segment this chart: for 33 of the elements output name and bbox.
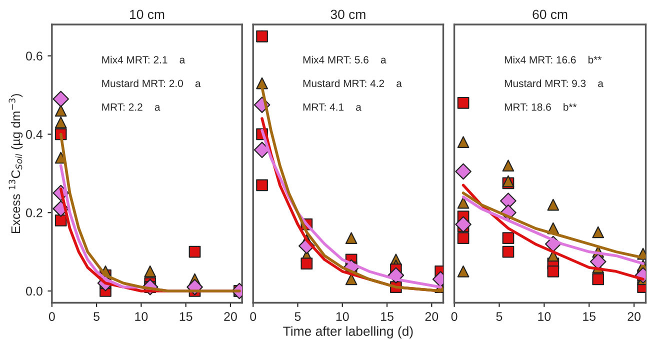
x-tick-label: 10 xyxy=(336,312,349,321)
annotation: MRT: 2.2 a xyxy=(102,103,160,111)
annotation: Mix4 MRT: 16.6 b** xyxy=(504,56,602,64)
x-tick-label: 5 xyxy=(94,312,100,321)
annotation: MRT: 18.6 b** xyxy=(504,103,577,111)
x-tick-label: 20 xyxy=(425,312,438,321)
chart-title: 30 cm xyxy=(330,10,366,20)
x-tick-label: 10 xyxy=(135,312,148,321)
x-tick-label: 0 xyxy=(451,312,458,321)
y-axis-title: Excess $^{13}$C$_{Soil}$ (µg dm$^{−3}$) xyxy=(8,94,23,234)
annotation: Mix4 MRT: 2.1 a xyxy=(102,56,186,64)
x-tick-label: 0 xyxy=(250,312,256,321)
y-tick-label: 0.2 xyxy=(26,208,42,218)
x-tick-label: 5 xyxy=(294,312,301,321)
x-tick-label: 0 xyxy=(48,312,55,321)
chart-title: 10 cm xyxy=(130,10,164,20)
x-tick-label: 20 xyxy=(224,312,237,321)
annotation: Mustard MRT: 2.0 a xyxy=(102,79,201,88)
x-tick-label: 15 xyxy=(381,312,394,321)
x-tick-label: 10 xyxy=(538,312,551,321)
y-tick-label: 0.0 xyxy=(26,286,42,296)
y-tick-label: 0.6 xyxy=(26,52,42,61)
annotation: MRT: 4.1 a xyxy=(303,104,362,111)
chart-title: 60 cm xyxy=(532,10,568,20)
x-tick-label: 15 xyxy=(583,312,596,321)
annotation: Mustard MRT: 4.2 a xyxy=(303,79,402,88)
x-tick-label: 15 xyxy=(180,312,192,321)
y-tick-label: 0.4 xyxy=(26,130,43,139)
x-tick-label: 20 xyxy=(628,312,641,321)
annotation: Mix4 MRT: 5.6 a xyxy=(303,56,386,64)
x-tick-label: 5 xyxy=(496,312,502,321)
annotation: Mustard MRT: 9.3 a xyxy=(504,79,604,88)
x-axis-title: Time after labelling (d) xyxy=(283,326,413,339)
